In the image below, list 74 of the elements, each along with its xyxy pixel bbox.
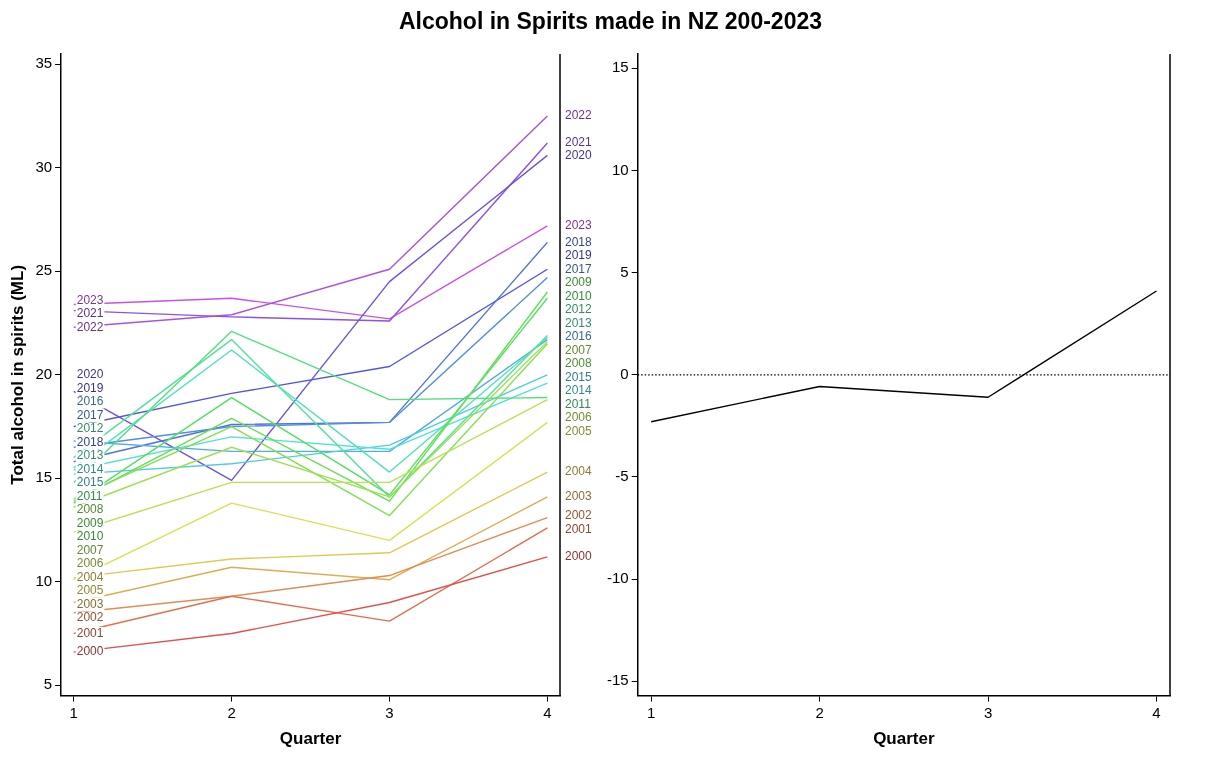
series-label: 2021 [76, 306, 104, 321]
text: 2012 [565, 302, 592, 317]
text: 2004 [565, 464, 592, 479]
y-tick-label: -10 [606, 569, 629, 587]
x-tick-label: 4 [1152, 703, 1161, 721]
y-axis-title: Total alcohol in spirits (ML) [7, 264, 27, 485]
y-tick-label: -5 [615, 467, 629, 485]
text: 2008 [565, 356, 592, 371]
series-label: 2018 [76, 434, 104, 449]
x-tick-label: 4 [543, 703, 552, 721]
text: 2016 [76, 394, 104, 409]
series-label: 2019 [565, 248, 593, 263]
text: 2021 [565, 134, 592, 149]
series-label: 2000 [76, 644, 104, 659]
y-tick-label: 5 [620, 262, 629, 280]
series-label: 2006 [565, 410, 593, 425]
x-tick-label: 3 [983, 703, 993, 721]
text: 2003 [565, 489, 592, 504]
series-label: 2008 [76, 502, 104, 517]
y-tick-label: 15 [611, 58, 629, 76]
y-tick-label: 20 [35, 364, 53, 382]
series-label: 2013 [76, 448, 104, 463]
text: 2007 [76, 542, 104, 557]
series-label: 2022 [76, 319, 104, 334]
x-tick-label: 1 [646, 703, 656, 721]
series-label: 2005 [76, 583, 104, 598]
y-tick-label: 5 [43, 675, 53, 693]
text: 2000 [565, 549, 592, 564]
y-tick-label: 15 [35, 468, 53, 486]
series-label: 2015 [76, 475, 104, 490]
text: 2015 [565, 369, 592, 384]
series-label: 2012 [76, 421, 104, 436]
series-label: 2007 [565, 342, 593, 357]
text: 2014 [565, 383, 592, 398]
series-label: 2003 [76, 596, 104, 611]
y-tick-label: 30 [35, 157, 53, 175]
text: 2002 [565, 508, 592, 523]
y-tick-label: 35 [35, 54, 53, 72]
y-tick-label: 10 [611, 160, 629, 178]
x-tick-label: 2 [227, 703, 236, 721]
text: 2023 [565, 218, 592, 233]
text: 2011 [565, 396, 591, 411]
text: 2017 [76, 407, 104, 422]
y-tick-label: -15 [606, 671, 629, 689]
text: 2018 [565, 234, 592, 249]
series-label: 2004 [76, 569, 104, 584]
series-label: 2017 [565, 261, 593, 276]
y-tick-label: 10 [35, 571, 53, 589]
series-label: 2010 [565, 288, 593, 303]
series-label: 2009 [76, 515, 104, 530]
text: 2010 [76, 529, 104, 544]
text: 2020 [565, 148, 592, 163]
y-tick-label: 25 [35, 261, 53, 279]
series-label: 2001 [76, 625, 104, 640]
x-tick-label: 3 [385, 703, 394, 721]
text: 2022 [565, 108, 592, 123]
text: Alcohol in Spirits made in NZ 200-2023 [398, 7, 823, 35]
text: 2013 [565, 315, 592, 330]
text: 2006 [76, 556, 104, 571]
series-label: 2016 [565, 329, 593, 344]
text: 2009 [565, 275, 592, 290]
x-axis-title: Quarter [279, 729, 342, 749]
series-label: 2011 [76, 488, 103, 503]
y-tick-label: 0 [620, 364, 629, 382]
series-label: 2023 [76, 292, 104, 307]
x-tick-label: 2 [815, 703, 824, 721]
series-label: 2020 [76, 367, 104, 382]
x-axis-title: Quarter [873, 729, 935, 749]
series-label: 2002 [76, 610, 104, 625]
text: 2005 [565, 423, 592, 438]
text: 2019 [76, 380, 104, 395]
text: 2001 [565, 521, 592, 536]
series-label: 2014 [76, 461, 104, 476]
x-tick-label: 1 [69, 703, 78, 721]
